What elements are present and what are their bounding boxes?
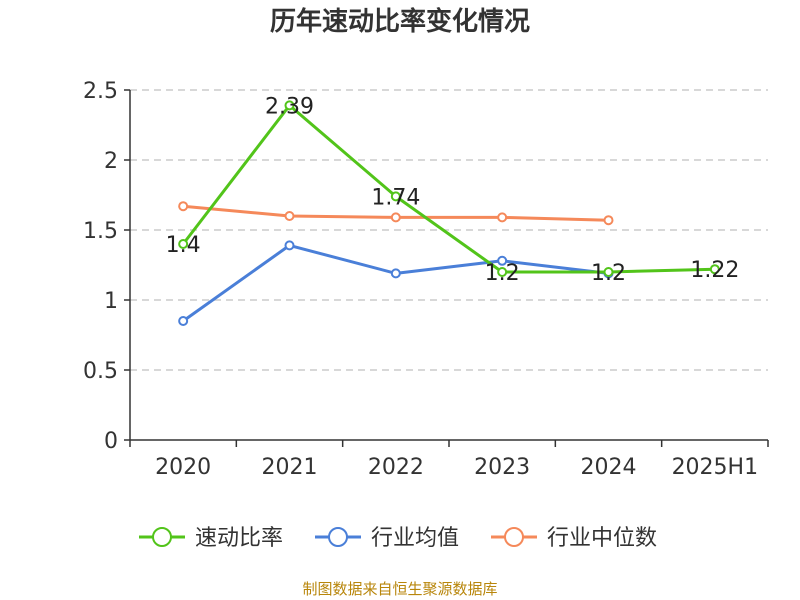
legend-marker-icon	[152, 527, 172, 547]
data-label: 1.4	[166, 233, 201, 258]
data-point	[709, 264, 720, 275]
data-label: 1.2	[485, 261, 520, 286]
legend-marker-icon	[504, 527, 524, 547]
data-point	[497, 212, 508, 223]
legend-label: 行业中位数	[547, 526, 657, 551]
data-point	[603, 215, 614, 226]
legend-label: 行业均值	[371, 526, 459, 551]
data-point	[603, 267, 614, 277]
chart-title: 历年速动比率变化情况	[270, 6, 530, 37]
legend-item[interactable]: 行业中位数	[491, 526, 657, 551]
source-note: 制图数据来自恒生聚源数据库	[302, 580, 497, 598]
x-tick-label: 2021	[262, 455, 318, 480]
x-tick-label: 2020	[155, 455, 211, 480]
data-point	[178, 201, 189, 212]
data-point	[284, 211, 295, 221]
y-tick-label: 1.5	[83, 219, 118, 244]
x-tick-label: 2025H1	[672, 455, 759, 480]
data-point	[178, 316, 189, 326]
data-label: 2.39	[265, 94, 314, 119]
data-point	[284, 100, 295, 111]
data-point	[497, 255, 508, 266]
legend-item[interactable]: 行业均值	[315, 526, 459, 551]
y-tick-label: 1	[104, 289, 118, 314]
data-labels: 1.4 2.39 1.74 1.2 1.2 1.22	[166, 94, 740, 286]
series-line	[181, 103, 715, 274]
legend-marker-icon	[328, 527, 348, 547]
y-tick-label: 2.5	[83, 79, 118, 104]
data-label: 1.22	[690, 258, 739, 283]
x-tick-label: 2022	[368, 455, 424, 480]
series-lines	[178, 100, 720, 326]
y-axis: 0 0.5 1 1.5 2 2.5	[83, 79, 131, 454]
data-point	[390, 268, 401, 279]
data-point	[390, 212, 401, 223]
data-point	[284, 240, 295, 251]
legend-label: 速动比率	[195, 526, 283, 551]
data-label: 1.74	[371, 185, 420, 210]
data-point	[390, 191, 401, 202]
data-point	[497, 267, 508, 277]
x-tick-label: 2023	[474, 455, 530, 480]
gridlines	[130, 89, 768, 371]
y-tick-label: 2	[104, 149, 118, 174]
x-axis: 2020 2021 2022 2023 2024 2025H1	[129, 439, 769, 480]
legend[interactable]: 速动比率 行业均值 行业中位数	[139, 526, 657, 551]
y-tick-label: 0.5	[83, 359, 118, 384]
data-point	[178, 239, 189, 249]
x-tick-label: 2024	[581, 455, 637, 480]
data-label: 1.2	[591, 261, 626, 286]
series-line	[182, 243, 609, 323]
y-tick-label: 0	[104, 429, 118, 454]
legend-item[interactable]: 速动比率	[139, 526, 283, 551]
